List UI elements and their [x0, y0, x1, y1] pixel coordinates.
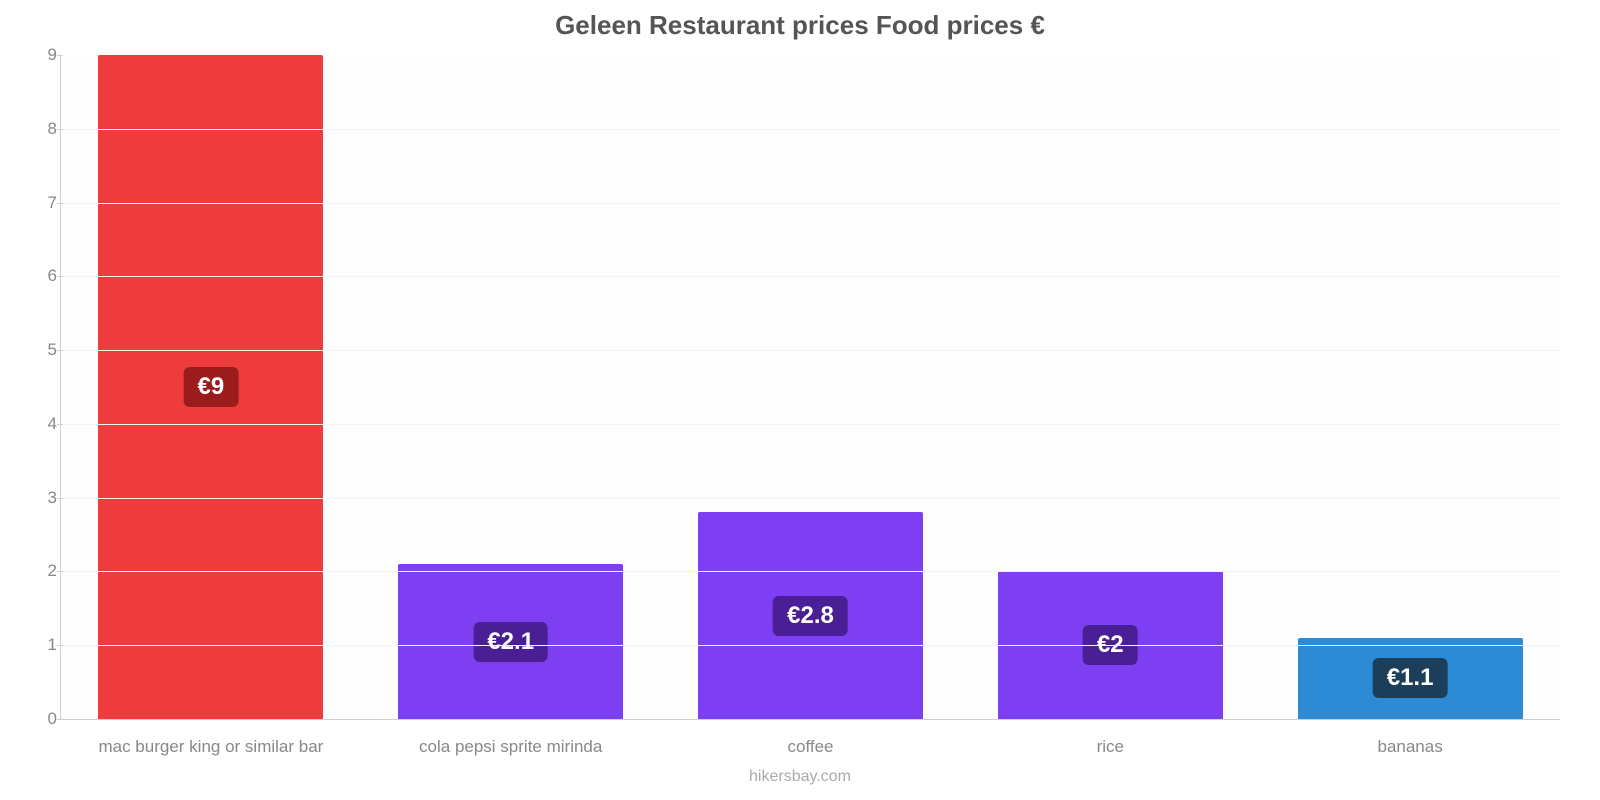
bar-slot: €2.1cola pepsi sprite mirinda [361, 55, 661, 719]
value-label: €2.1 [473, 622, 548, 662]
x-label: cola pepsi sprite mirinda [361, 737, 661, 757]
x-label: bananas [1260, 737, 1560, 757]
chart-title: Geleen Restaurant prices Food prices € [0, 10, 1600, 41]
y-tick: 6 [33, 266, 57, 286]
bar: €2.8 [698, 512, 923, 719]
y-tick: 2 [33, 561, 57, 581]
x-label: mac burger king or similar bar [61, 737, 361, 757]
y-tick: 4 [33, 414, 57, 434]
bar-slot: €2rice [960, 55, 1260, 719]
chart-container: Geleen Restaurant prices Food prices € €… [0, 0, 1600, 800]
x-label: coffee [661, 737, 961, 757]
y-tick: 7 [33, 193, 57, 213]
bar-slot: €9mac burger king or similar bar [61, 55, 361, 719]
attribution: hikersbay.com [0, 768, 1600, 786]
value-label: €1.1 [1373, 658, 1448, 698]
y-tick: 9 [33, 45, 57, 65]
y-tick: 8 [33, 119, 57, 139]
plot-area: €9mac burger king or similar bar€2.1cola… [60, 55, 1560, 720]
y-tick: 5 [33, 340, 57, 360]
x-label: rice [960, 737, 1260, 757]
y-tick: 1 [33, 635, 57, 655]
bar: €9 [98, 55, 323, 719]
bar-slot: €1.1bananas [1260, 55, 1560, 719]
y-tick: 3 [33, 488, 57, 508]
bars-row: €9mac burger king or similar bar€2.1cola… [61, 55, 1560, 719]
value-label: €9 [184, 367, 239, 407]
bar-slot: €2.8coffee [661, 55, 961, 719]
y-tick: 0 [33, 709, 57, 729]
bar: €1.1 [1298, 638, 1523, 719]
bar: €2.1 [398, 564, 623, 719]
value-label: €2.8 [773, 596, 848, 636]
